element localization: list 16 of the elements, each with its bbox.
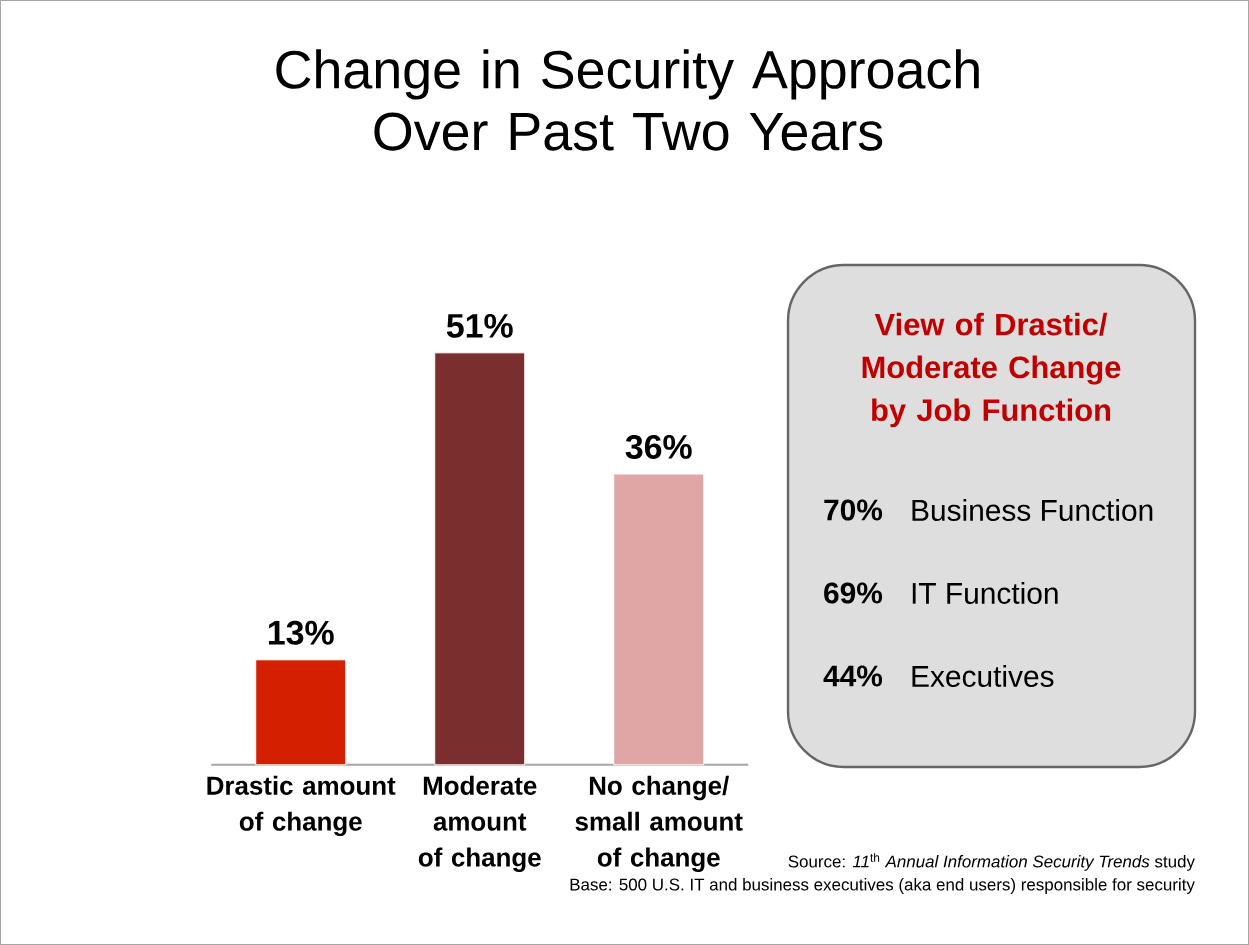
x-tick-label: Moderate amount of change: [418, 775, 541, 872]
text: Base: 500 U.S. IT and business executives (aka end users) responsible for security: [570, 878, 1195, 894]
source-note: Source: 11$^{th}$ Annual Information Security Trends study: [788, 853, 1195, 871]
text: 70%: [824, 499, 883, 521]
data-label: 36%: [625, 434, 692, 459]
text: 44%: [823, 665, 883, 687]
text: View of Drastic/ Moderate Change by Job Function: [862, 312, 1121, 428]
x-tick-label: No change/ small amount of change: [575, 775, 743, 872]
data-label: 13%: [268, 620, 334, 645]
category-label: IT Function: [912, 582, 1058, 604]
x-tick-label: Drastic amount of change: [207, 775, 396, 837]
category-label: Business Function: [912, 499, 1153, 521]
data-label: 51%: [446, 313, 513, 338]
text: 69%: [824, 582, 883, 604]
category-label: Executives: [912, 665, 1054, 687]
chart-title: Change in Security Approach Over Past Two Years: [276, 49, 979, 151]
